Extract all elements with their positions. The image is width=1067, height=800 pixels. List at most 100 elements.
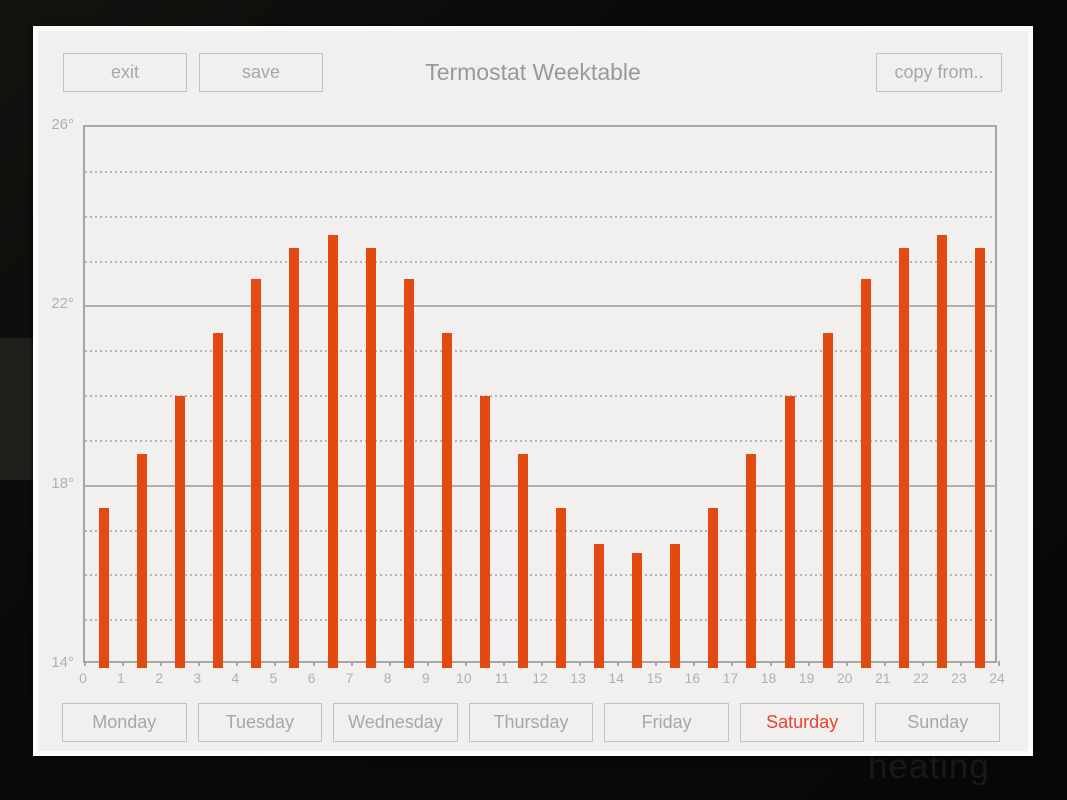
bar-hour-3[interactable]	[213, 333, 224, 668]
x-axis-tick	[160, 661, 163, 666]
tab-saturday[interactable]: Saturday	[739, 703, 865, 742]
bar-hour-16[interactable]	[708, 508, 719, 668]
bar-hour-0[interactable]	[99, 508, 110, 668]
x-axis-tick	[236, 661, 239, 666]
x-axis-label: 10	[456, 670, 472, 686]
bar-hour-22[interactable]	[936, 234, 947, 668]
x-axis-label: 17	[722, 670, 739, 686]
x-axis-label: 8	[383, 670, 392, 686]
x-axis-tick	[921, 661, 924, 666]
bar-hour-17[interactable]	[746, 454, 757, 668]
gridline-dashed	[85, 350, 995, 353]
x-axis-tick	[312, 661, 315, 666]
x-axis-label: 1	[117, 670, 125, 686]
x-axis-label: 11	[494, 670, 510, 686]
tab-wednesday[interactable]: Wednesday	[333, 703, 458, 742]
bar-hour-20[interactable]	[860, 279, 871, 668]
day-tabs: Monday Tuesday Wednesday Thursday Friday Satu…	[62, 703, 1001, 742]
save-button[interactable]: save	[199, 53, 323, 92]
gridline-dashed	[85, 619, 995, 622]
bar-hour-15[interactable]	[670, 543, 681, 668]
x-axis-tick	[388, 661, 391, 666]
x-axis-tick	[883, 661, 886, 666]
y-axis-label: 26°	[51, 116, 74, 133]
x-axis-label: 3	[193, 670, 202, 686]
gridline-dashed	[85, 574, 995, 577]
tab-monday[interactable]: Monday	[62, 703, 187, 742]
gridline-solid	[85, 484, 995, 487]
x-axis-tick	[502, 661, 505, 666]
x-axis-label: 22	[913, 670, 929, 686]
bar-hour-12[interactable]	[556, 508, 567, 668]
x-axis-label: 18	[760, 670, 777, 686]
x-axis-tick	[807, 661, 810, 666]
background-panel-strip	[0, 338, 33, 480]
x-axis-label: 24	[989, 670, 1005, 686]
bar-hour-18[interactable]	[784, 396, 795, 668]
bar-hour-13[interactable]	[594, 543, 605, 668]
x-axis-tick	[274, 661, 277, 666]
gridline-dashed	[85, 395, 995, 397]
bar-hour-21[interactable]	[898, 248, 909, 668]
gridline-dashed	[85, 529, 995, 532]
x-axis-label: 0	[79, 670, 87, 686]
bar-hour-23[interactable]	[974, 248, 985, 668]
gridline-dashed	[85, 215, 995, 218]
x-axis-label: 16	[684, 670, 701, 686]
x-axis-label: 19	[798, 670, 815, 686]
tab-sunday[interactable]: Sunday	[875, 703, 1001, 742]
page-title: Termostat Weektable	[425, 59, 641, 85]
gridline-dashed	[85, 260, 995, 263]
copy-from-button[interactable]: copy from..	[876, 53, 1002, 92]
x-axis-tick	[464, 661, 467, 666]
x-axis-label: 2	[155, 670, 164, 686]
x-axis-tick	[541, 661, 543, 666]
x-axis-label: 13	[570, 670, 586, 686]
thermostat-weektable-window: exit save Termostat Weektable copy from.…	[33, 26, 1033, 756]
x-axis-label: 21	[874, 670, 891, 686]
x-axis-label: 7	[345, 670, 354, 686]
x-axis-label: 4	[231, 670, 240, 686]
x-axis-label: 5	[269, 670, 278, 686]
bar-hour-1[interactable]	[137, 454, 148, 668]
x-axis-label: 15	[646, 670, 663, 686]
x-axis-tick	[122, 661, 125, 666]
bar-hour-5[interactable]	[289, 248, 300, 668]
exit-button[interactable]: exit	[63, 53, 187, 92]
bar-hour-6[interactable]	[327, 234, 338, 668]
bar-hour-11[interactable]	[517, 454, 528, 668]
x-axis-tick	[655, 661, 658, 666]
bar-hour-19[interactable]	[822, 333, 833, 668]
x-axis-tick	[959, 661, 962, 666]
x-axis-tick	[579, 661, 582, 666]
plot-area	[83, 125, 1000, 668]
tab-tuesday[interactable]: Tuesday	[197, 703, 323, 742]
x-axis-tick	[198, 661, 201, 666]
x-axis-tick	[769, 661, 772, 666]
bar-hour-10[interactable]	[479, 396, 490, 668]
gridline-dashed	[85, 170, 995, 173]
x-axis-label: 9	[421, 670, 430, 686]
bar-hour-9[interactable]	[441, 333, 452, 668]
bar-hour-14[interactable]	[632, 552, 643, 668]
x-axis-tick	[426, 661, 429, 666]
x-axis-tick	[998, 661, 1000, 666]
x-axis-label: 12	[532, 670, 548, 686]
x-axis-tick	[845, 661, 848, 666]
y-axis-label: 22°	[51, 295, 74, 313]
y-axis-label: 14°	[51, 654, 74, 671]
tab-friday[interactable]: Friday	[604, 703, 729, 742]
x-axis-tick	[84, 661, 86, 666]
x-axis-tick	[693, 661, 696, 666]
gridline-solid	[85, 305, 995, 308]
bar-hour-7[interactable]	[365, 248, 376, 668]
x-axis-label: 14	[608, 670, 624, 686]
gridline-dashed	[85, 439, 995, 442]
x-axis-tick	[731, 661, 734, 666]
bar-hour-4[interactable]	[251, 279, 262, 668]
x-axis-label: 23	[951, 670, 967, 686]
bar-hour-2[interactable]	[175, 396, 186, 668]
bar-hour-8[interactable]	[403, 279, 414, 668]
x-axis-tick	[350, 661, 353, 666]
tab-thursday[interactable]: Thursday	[468, 703, 594, 742]
